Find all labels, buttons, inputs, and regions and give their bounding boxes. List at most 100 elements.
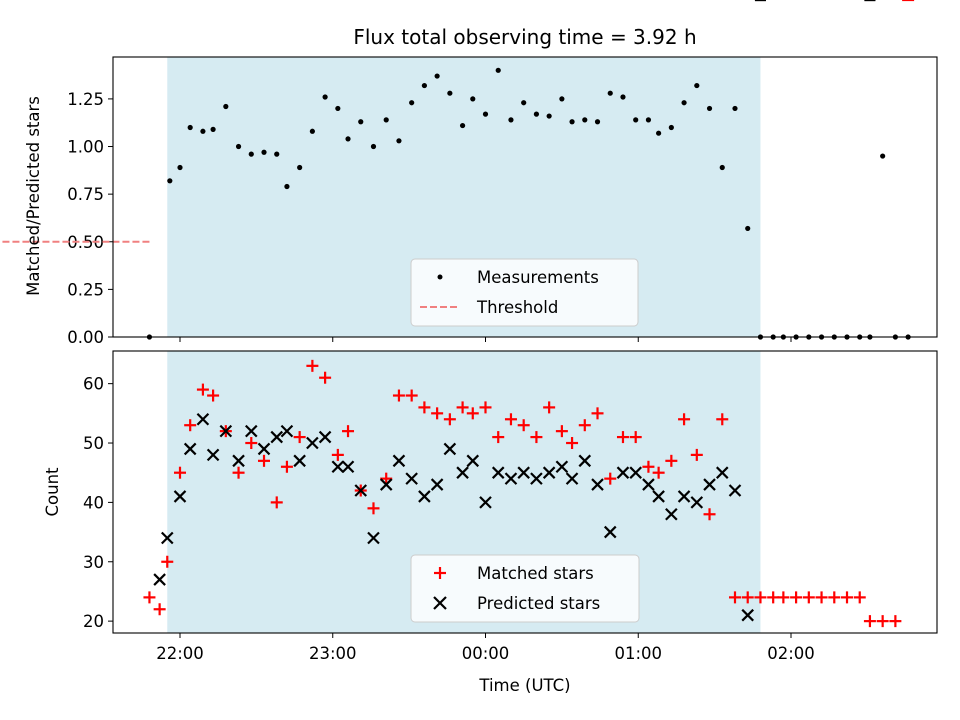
predicted-star-point bbox=[479, 496, 492, 509]
predicted-star-point bbox=[603, 525, 617, 539]
measurement-point bbox=[706, 105, 713, 112]
predicted-star-point bbox=[715, 466, 729, 479]
matched-star-point bbox=[853, 591, 866, 604]
matched-star-point bbox=[678, 413, 691, 426]
measurement-point bbox=[681, 100, 687, 106]
measurement-point bbox=[200, 128, 206, 134]
predicted-star-point bbox=[270, 430, 284, 444]
measurement-point bbox=[177, 164, 183, 171]
measurement-point bbox=[187, 124, 193, 131]
y-tick-label: 30 bbox=[83, 553, 104, 572]
measurement-point bbox=[210, 126, 216, 132]
measurement-point bbox=[732, 105, 738, 112]
legend-predicted-label: Predicted stars bbox=[477, 594, 600, 613]
measurement-point bbox=[284, 183, 290, 190]
y-tick-label: 0.00 bbox=[67, 328, 104, 347]
predicted-star-point bbox=[331, 460, 345, 474]
matched-star-point bbox=[790, 591, 803, 604]
matched-star-point bbox=[405, 389, 418, 402]
matched-star-point bbox=[342, 425, 355, 438]
matched-star-point bbox=[232, 466, 245, 479]
predicted-star-point bbox=[219, 424, 233, 438]
measurement-point bbox=[719, 164, 725, 171]
predicted-star-point bbox=[466, 454, 480, 468]
predicted-star-point bbox=[354, 484, 368, 497]
legend-matched-label: Matched stars bbox=[477, 564, 594, 583]
matched-star-point bbox=[392, 389, 405, 402]
predicted-star-point bbox=[306, 436, 319, 450]
predicted-star-point bbox=[418, 490, 431, 503]
measurement-point bbox=[335, 105, 341, 112]
bottom-y-axis-label: Count bbox=[43, 467, 62, 517]
bottom-legend: Matched stars Predicted stars bbox=[410, 554, 640, 623]
bottom-panel: 22:00 23:00 00:00 01:00 02:00 20 30 40 50 60 Coun… bbox=[43, 0, 938, 695]
predicted-star-point bbox=[379, 478, 393, 491]
y-tick-label: 1.00 bbox=[67, 138, 104, 157]
measurement-point bbox=[421, 82, 427, 89]
measurement-point bbox=[358, 119, 364, 125]
measurement-point bbox=[559, 96, 565, 102]
predicted-star-point bbox=[196, 412, 210, 426]
measurement-point bbox=[582, 117, 588, 123]
matched-star-point bbox=[863, 615, 876, 628]
measurement-point bbox=[745, 225, 751, 232]
measurement-point bbox=[370, 143, 377, 150]
matched-star-point bbox=[456, 401, 469, 414]
y-tick-label: 40 bbox=[83, 493, 104, 512]
matched-star-point bbox=[431, 407, 444, 420]
measurement-point bbox=[167, 178, 173, 184]
measurement-point bbox=[521, 100, 527, 106]
matched-star-point bbox=[174, 466, 186, 479]
predicted-star-point bbox=[341, 460, 355, 474]
y-tick-label: 0.75 bbox=[67, 185, 104, 204]
measurement-point bbox=[533, 111, 540, 117]
predicted-star-point bbox=[392, 454, 406, 468]
x-tick-label: 01:00 bbox=[614, 644, 662, 663]
matched-star-point bbox=[184, 419, 197, 432]
measurement-point bbox=[633, 117, 639, 123]
measurement-point bbox=[656, 130, 662, 136]
predicted-star-point bbox=[504, 472, 518, 485]
measurement-point bbox=[645, 117, 652, 123]
predicted-star-point bbox=[173, 490, 187, 503]
measurement-point bbox=[223, 103, 229, 110]
measurement-point bbox=[297, 164, 303, 171]
matched-star-point bbox=[741, 591, 754, 604]
matched-star-point bbox=[777, 591, 790, 604]
matched-star-point bbox=[716, 413, 729, 426]
matched-star-point bbox=[616, 431, 629, 444]
bottom-axes-frame bbox=[112, 350, 938, 634]
matched-star-point bbox=[418, 401, 431, 414]
predicted-star-point bbox=[703, 478, 716, 491]
predicted-stars-points bbox=[153, 0, 876, 622]
matched-star-point bbox=[207, 389, 220, 402]
matched-star-point bbox=[578, 419, 591, 432]
measurement-point bbox=[546, 113, 552, 119]
matched-star-point bbox=[652, 466, 665, 479]
measurement-point bbox=[396, 138, 402, 144]
predicted-star-point bbox=[245, 424, 258, 438]
matched-star-point bbox=[306, 359, 319, 372]
x-tick-label: 00:00 bbox=[462, 644, 510, 663]
predicted-star-point bbox=[443, 442, 457, 456]
measurement-point bbox=[482, 111, 489, 117]
matched-star-point bbox=[492, 431, 505, 444]
predicted-star-point bbox=[257, 442, 271, 456]
predicted-star-point bbox=[232, 454, 245, 468]
predicted-star-point bbox=[160, 531, 174, 545]
measurement-point bbox=[248, 151, 254, 157]
measurement-point bbox=[470, 96, 476, 102]
matched-star-point bbox=[828, 591, 841, 604]
predicted-star-point bbox=[456, 466, 469, 479]
matched-star-point bbox=[258, 454, 271, 467]
measurement-point bbox=[447, 90, 453, 96]
predicted-star-point bbox=[153, 573, 166, 586]
x-tick-label: 23:00 bbox=[309, 644, 357, 663]
y-tick-label: 20 bbox=[83, 612, 104, 631]
matched-star-point bbox=[767, 591, 780, 604]
predicted-star-point bbox=[578, 454, 592, 468]
measurement-point bbox=[569, 119, 575, 125]
predicted-star-point bbox=[206, 448, 220, 462]
matched-star-point bbox=[479, 401, 492, 414]
